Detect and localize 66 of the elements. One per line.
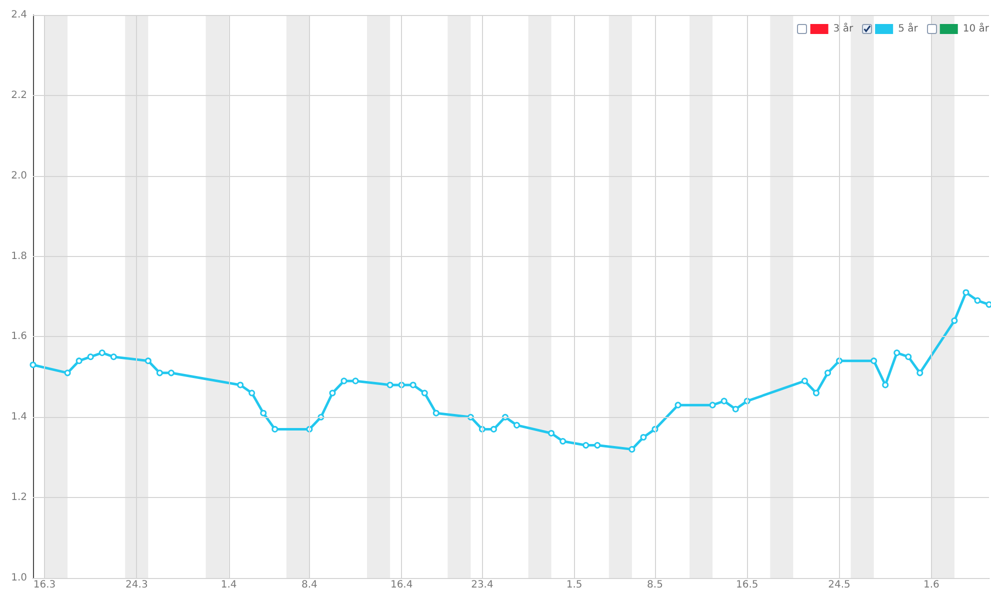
x-tick-label: 8.4 xyxy=(301,580,318,590)
point xyxy=(352,378,359,384)
y-tick-label: 1.4 xyxy=(11,412,27,423)
point xyxy=(514,422,520,428)
x-tick-label: 1.5 xyxy=(566,580,582,590)
point xyxy=(720,398,728,404)
point xyxy=(674,402,682,408)
point xyxy=(64,370,71,376)
y-tick-label: 1.0 xyxy=(11,572,27,584)
y-tick-label: 1.6 xyxy=(11,331,27,342)
point xyxy=(882,382,889,388)
y-tick-label: 2.0 xyxy=(11,170,27,182)
point xyxy=(272,426,278,432)
x-tick-label: 8.5 xyxy=(647,580,663,590)
x-tick-label: 1.6 xyxy=(923,580,940,590)
point xyxy=(640,434,647,440)
y-tick-label: 1.8 xyxy=(11,250,27,262)
point xyxy=(986,301,991,308)
point xyxy=(870,358,878,364)
point xyxy=(709,402,716,408)
point xyxy=(916,370,924,376)
point xyxy=(30,362,36,368)
x-tick-label: 23.4 xyxy=(471,580,494,590)
point xyxy=(76,358,82,364)
point xyxy=(582,442,590,449)
point xyxy=(594,442,601,449)
x-tick-label: 24.5 xyxy=(828,580,850,590)
x-tick-label: 16.4 xyxy=(390,580,413,590)
x-tick-label: 24.3 xyxy=(126,580,148,590)
point xyxy=(87,354,94,360)
point xyxy=(974,297,981,304)
point xyxy=(110,354,117,360)
point xyxy=(421,390,428,396)
point xyxy=(894,350,900,356)
legend-label: 5 år xyxy=(898,22,919,34)
point xyxy=(824,370,831,376)
x-tick-label: 16.3 xyxy=(33,580,56,590)
x-tick-label: 1.4 xyxy=(220,580,237,590)
point xyxy=(628,446,636,453)
point xyxy=(237,382,244,388)
point xyxy=(144,358,152,364)
point xyxy=(812,390,820,396)
y-tick-label: 2.2 xyxy=(11,90,27,101)
point xyxy=(340,378,348,384)
point xyxy=(801,378,808,384)
point xyxy=(260,410,267,416)
y-tick-label: 2.4 xyxy=(11,10,27,20)
point xyxy=(951,317,958,324)
point xyxy=(732,406,739,412)
point xyxy=(386,382,394,388)
point xyxy=(98,350,106,356)
y-tick-label: 1.2 xyxy=(11,492,27,504)
point xyxy=(156,370,163,376)
point xyxy=(248,390,256,396)
x-tick-label: 16.5 xyxy=(736,580,758,590)
point xyxy=(410,382,416,388)
point xyxy=(548,430,555,436)
legend-label: 3 år xyxy=(833,22,854,34)
point xyxy=(560,438,566,445)
point xyxy=(329,390,336,396)
point xyxy=(490,426,497,432)
point xyxy=(168,370,174,376)
point xyxy=(962,289,970,296)
point xyxy=(432,410,440,416)
point xyxy=(905,354,912,360)
legend-label: 10 år xyxy=(962,22,990,34)
